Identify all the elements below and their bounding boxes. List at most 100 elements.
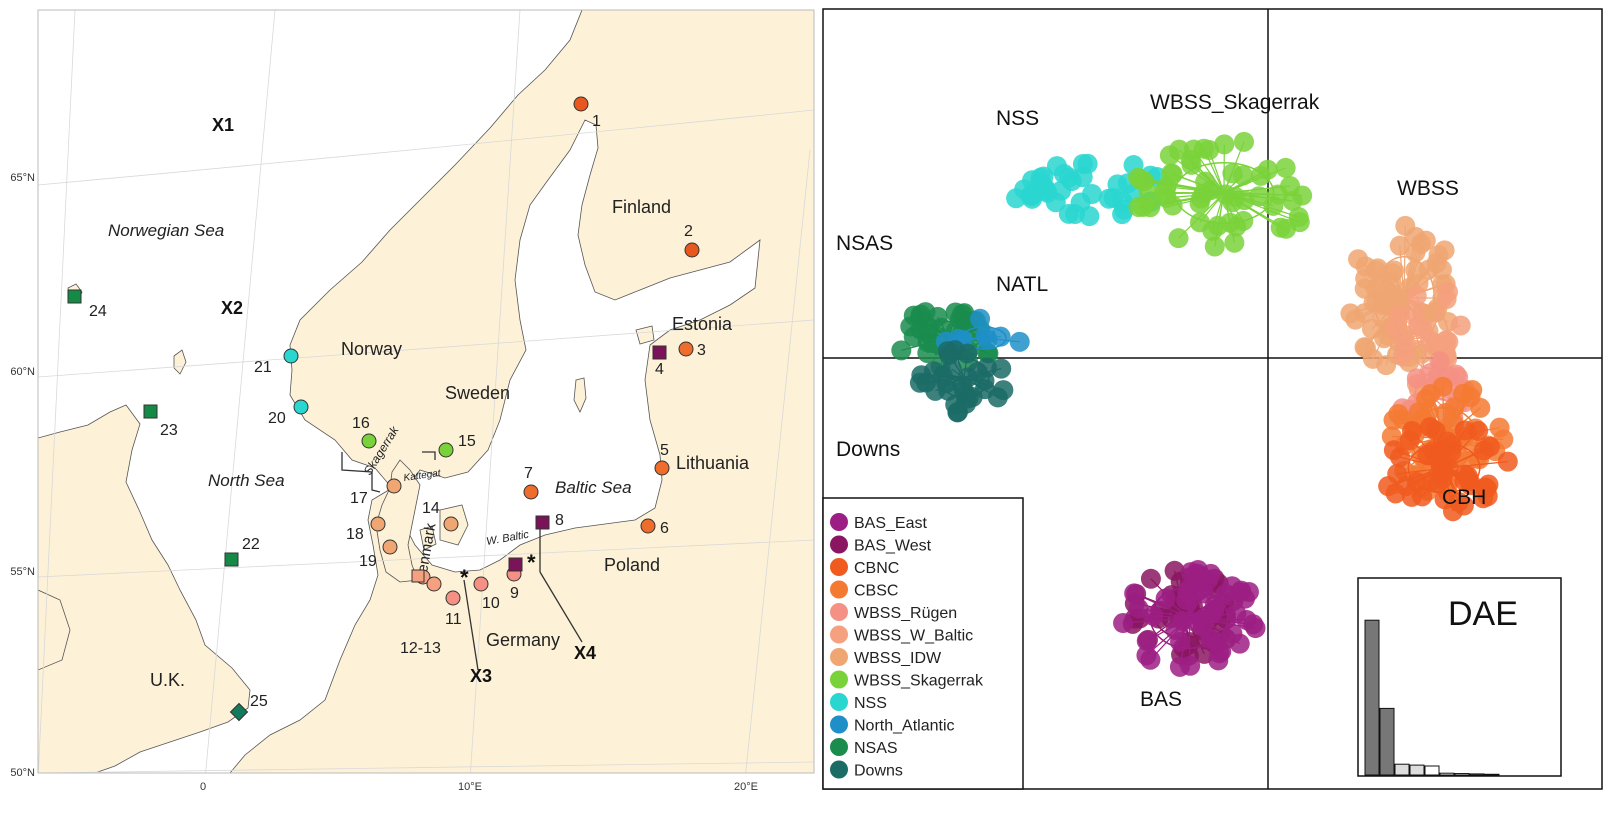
legend-label: WBSS_Rügen bbox=[854, 605, 957, 622]
cluster-label-wbss-skagerrak: WBSS_Skagerrak bbox=[1150, 91, 1320, 114]
legend-item: WBSS_W_Baltic bbox=[830, 625, 973, 645]
legend-label: BAS_West bbox=[854, 538, 932, 555]
station-25-marker bbox=[229, 702, 249, 722]
cluster-point bbox=[1006, 188, 1027, 209]
legend-item: WBSS_IDW bbox=[830, 648, 942, 667]
cluster-point bbox=[1098, 188, 1119, 209]
dae-inset-title: DAE bbox=[1448, 595, 1518, 633]
legend-item: BAS_East bbox=[830, 513, 927, 532]
cluster-point bbox=[1155, 588, 1176, 609]
dae-bar bbox=[1469, 773, 1485, 776]
cluster-point bbox=[1430, 456, 1451, 477]
cluster-point bbox=[937, 341, 958, 362]
baltic-water bbox=[401, 119, 761, 573]
latitude-axis: 65°N 60°N 55°N 50°N bbox=[10, 172, 35, 779]
cluster-point bbox=[1204, 236, 1225, 257]
cluster-point bbox=[1140, 568, 1161, 589]
label-poland: Poland bbox=[604, 555, 660, 575]
longitude-axis: 0 10°E 20°E bbox=[200, 781, 758, 793]
station-14-label: 14 bbox=[422, 500, 440, 517]
cluster-point bbox=[1226, 603, 1247, 624]
legend-label: CBNC bbox=[854, 560, 899, 577]
label-norway: Norway bbox=[341, 339, 402, 359]
cluster-point bbox=[1222, 163, 1243, 184]
station-1-marker bbox=[573, 96, 589, 112]
cluster-point bbox=[1072, 153, 1093, 174]
cluster-point bbox=[1207, 633, 1228, 654]
cluster-point bbox=[1395, 215, 1416, 236]
legend-swatch bbox=[830, 693, 848, 711]
station-18-label: 18 bbox=[346, 526, 364, 543]
label-lithuania: Lithuania bbox=[676, 453, 750, 473]
dae-inset-box bbox=[1357, 577, 1562, 777]
legend-label: WBSS_IDW bbox=[854, 650, 942, 667]
cluster-link bbox=[1403, 225, 1406, 299]
cluster-point bbox=[1450, 315, 1471, 336]
legend-swatch bbox=[830, 603, 848, 621]
cluster-link bbox=[1223, 185, 1291, 194]
legend-swatch bbox=[830, 648, 848, 666]
region-labels: X1 X2 X3 X4 bbox=[212, 115, 596, 686]
cluster-north-atlantic bbox=[935, 308, 1030, 352]
gotland-island bbox=[573, 377, 587, 413]
cluster-point bbox=[1489, 417, 1510, 438]
dae-bar bbox=[1364, 619, 1380, 776]
station-3-label: 3 bbox=[697, 342, 706, 359]
cluster-point bbox=[1406, 285, 1427, 306]
legend-label: NSS bbox=[854, 695, 887, 712]
station-21-label: 21 bbox=[254, 359, 272, 376]
station-10-label: 10 bbox=[482, 595, 500, 612]
cluster-point bbox=[1046, 156, 1067, 177]
cluster-point bbox=[1234, 588, 1255, 609]
dae-bar bbox=[1484, 773, 1500, 776]
cluster-point bbox=[1434, 240, 1455, 261]
cluster-point bbox=[1497, 451, 1518, 472]
legend-item: CBNC bbox=[830, 558, 899, 577]
station-4-marker bbox=[652, 345, 667, 360]
cluster-point bbox=[1136, 630, 1157, 651]
cluster-point bbox=[1460, 387, 1481, 408]
cluster-point bbox=[1190, 188, 1211, 209]
cluster-point bbox=[1418, 259, 1439, 280]
cluster-ellipse bbox=[1149, 587, 1229, 649]
legend-swatch bbox=[830, 625, 848, 644]
station-9b-marker bbox=[508, 557, 523, 572]
cluster-point bbox=[1383, 410, 1404, 431]
station-6-label: 6 bbox=[660, 520, 669, 537]
legend-item: Downs bbox=[830, 760, 903, 780]
shetland-islands bbox=[173, 349, 187, 375]
legend-swatch bbox=[830, 715, 848, 734]
cluster-point bbox=[1435, 402, 1456, 423]
cluster-link bbox=[1223, 192, 1287, 230]
station-8-label: 8 bbox=[555, 512, 564, 529]
station-3-marker bbox=[678, 341, 694, 357]
legend-swatch bbox=[830, 513, 848, 531]
station-9-label: 9 bbox=[510, 585, 519, 602]
legend-label: North_Atlantic bbox=[854, 718, 955, 735]
station-18-marker bbox=[370, 516, 386, 532]
cluster-point bbox=[1401, 421, 1422, 442]
station-21-marker bbox=[283, 348, 299, 364]
label-germany: Germany bbox=[486, 630, 560, 650]
station-6-marker bbox=[640, 518, 656, 534]
station-15-marker bbox=[438, 442, 454, 458]
legend-label: Downs bbox=[854, 763, 903, 780]
map-panel: 65°N 60°N 55°N 50°N 0 10°E 20°E Finland … bbox=[10, 9, 815, 793]
legend-label: WBSS_W_Baltic bbox=[854, 628, 973, 645]
cluster-point bbox=[1233, 131, 1254, 152]
lat-label-55: 55°N bbox=[10, 566, 35, 578]
graticule bbox=[38, 10, 814, 773]
lon-label-0: 0 bbox=[200, 781, 206, 793]
station-17-marker bbox=[386, 478, 402, 494]
station-14-marker bbox=[443, 516, 459, 532]
lat-label-60: 60°N bbox=[10, 366, 35, 378]
cluster-point bbox=[1257, 159, 1278, 180]
station-11-label: 11 bbox=[445, 611, 462, 628]
cluster-point bbox=[1280, 176, 1301, 197]
station-2-marker bbox=[684, 242, 700, 258]
cluster-label-natl: NATL bbox=[996, 273, 1048, 296]
cluster-label-nss: NSS bbox=[996, 107, 1039, 130]
cluster-point bbox=[970, 308, 991, 329]
dae-bar bbox=[1394, 763, 1410, 776]
station-12-13-label: 12-13 bbox=[400, 640, 441, 657]
